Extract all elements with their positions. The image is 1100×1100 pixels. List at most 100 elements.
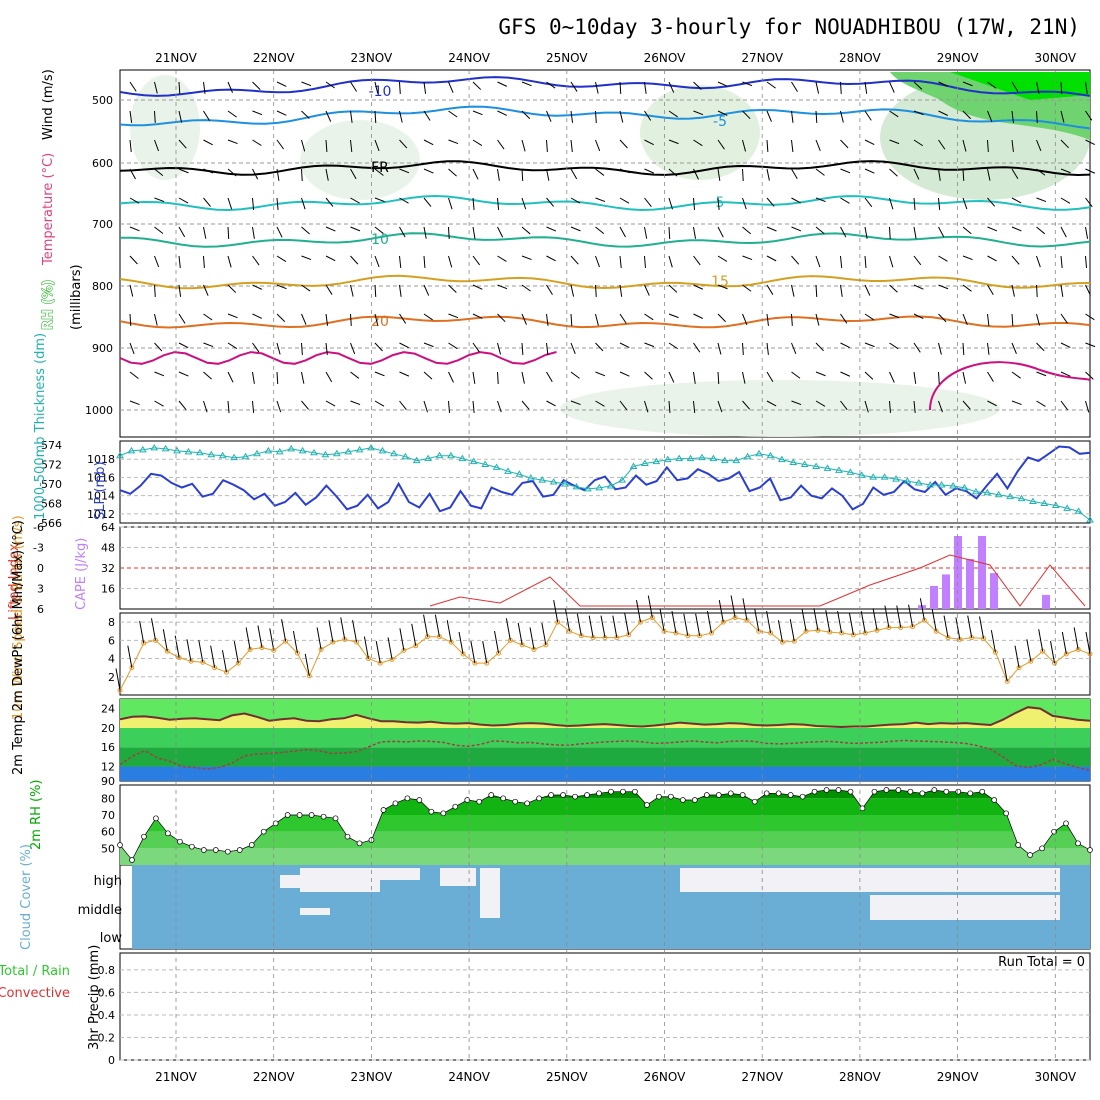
thickness-marker xyxy=(812,462,821,469)
wind-barb xyxy=(325,284,333,295)
wind-barb xyxy=(987,342,990,355)
wind-barb xyxy=(423,168,434,174)
wind-barb xyxy=(497,255,507,262)
wind-barb xyxy=(742,81,753,87)
ua-ylabel-mb: (millibars) xyxy=(69,264,84,330)
wind-barb xyxy=(668,371,675,383)
wind10m-barb xyxy=(115,668,121,691)
wind-barb xyxy=(815,139,821,152)
cloud-block xyxy=(380,868,420,880)
slp-ytick: 1016 xyxy=(87,471,115,484)
wind-barb xyxy=(1011,139,1014,152)
thickness-marker xyxy=(880,473,889,480)
wind-barb xyxy=(791,110,794,123)
wind10m-barb xyxy=(470,641,476,664)
thickness-marker xyxy=(504,467,512,474)
rh-point xyxy=(380,807,387,813)
li-ytick: 6 xyxy=(37,603,44,616)
thickness-marker xyxy=(150,443,159,451)
thickness-marker xyxy=(1074,507,1083,514)
thick-ylabel: 1000-500mb Thickness (dm) xyxy=(33,333,48,520)
wind-barb xyxy=(472,110,483,116)
contour-line xyxy=(119,76,1091,97)
wind-barb xyxy=(178,371,189,377)
wind-barb xyxy=(766,168,770,181)
wind-barb xyxy=(203,81,206,94)
wind-barb xyxy=(644,371,653,380)
wind-barb xyxy=(472,168,479,180)
thickness-marker xyxy=(184,447,193,455)
wind-barb xyxy=(987,139,989,152)
wind10m-barb xyxy=(221,650,227,673)
thickness-marker xyxy=(127,446,136,454)
wind-barb xyxy=(350,197,360,204)
wind-barb xyxy=(913,110,924,116)
wind-barb xyxy=(619,313,627,324)
wind-barb xyxy=(791,168,798,180)
rh-point xyxy=(572,793,578,800)
wind-barb xyxy=(1011,313,1014,326)
wind-barb xyxy=(374,313,379,326)
rh-ytick: 70 xyxy=(101,809,115,822)
contour-label: FR xyxy=(371,160,389,176)
wind-barb xyxy=(1085,400,1090,413)
wind-ylabel: 10m Wind Speed & Barbs (m/s) xyxy=(11,515,26,720)
wind-barb xyxy=(399,313,407,324)
wind-barb xyxy=(227,313,238,319)
wind10m-barb xyxy=(482,641,488,664)
wind10m-barb xyxy=(1038,629,1044,652)
wind-barb xyxy=(374,110,377,123)
thickness-marker xyxy=(777,455,786,463)
wind-barb xyxy=(791,226,802,232)
wind-barb xyxy=(154,342,163,352)
thickness-marker xyxy=(835,466,843,473)
wind-barb xyxy=(693,197,696,210)
wind-barb xyxy=(301,371,305,384)
wind-barb xyxy=(350,313,352,326)
rh-point xyxy=(560,792,566,798)
wind-barb xyxy=(987,226,998,232)
date-label-bottom: 30NOV xyxy=(1034,1070,1076,1084)
wind-barb xyxy=(962,197,968,210)
rh-point xyxy=(1003,810,1010,817)
wind-barb xyxy=(864,284,871,296)
wind-barb xyxy=(742,342,744,355)
wind10m-barb xyxy=(671,610,677,634)
thickness-marker xyxy=(321,450,330,458)
wind-barb xyxy=(987,371,994,382)
wind-barb xyxy=(178,197,189,204)
wind-barb xyxy=(693,313,703,319)
wind-barb xyxy=(742,139,747,152)
wind-barb xyxy=(129,371,139,379)
wind-barb xyxy=(521,371,525,384)
wind-barb xyxy=(668,342,679,350)
wind-barb xyxy=(546,197,554,207)
wind-barb xyxy=(570,255,579,265)
thickness-marker xyxy=(1017,494,1026,502)
wind10m-barb xyxy=(245,627,251,650)
thickness-marker xyxy=(447,451,455,459)
wind-barb xyxy=(717,197,720,210)
rh-point xyxy=(177,838,183,845)
wind10m-barb xyxy=(139,620,145,644)
wind-barb xyxy=(521,81,532,87)
thickness-marker xyxy=(287,444,296,452)
wind-barb xyxy=(252,371,255,384)
date-label-top: 25NOV xyxy=(546,51,588,65)
rh-point xyxy=(464,797,471,803)
panel-frame-wind xyxy=(119,612,1091,696)
wind-barb xyxy=(423,400,428,413)
wind-barb xyxy=(693,400,696,413)
wind-barb xyxy=(864,81,868,94)
wind-barb xyxy=(1060,371,1071,377)
wind-barb xyxy=(644,342,655,348)
wind-barb xyxy=(203,284,209,296)
wind-barb xyxy=(1011,168,1019,179)
rh-point xyxy=(596,790,602,797)
date-label-bottom: 29NOV xyxy=(937,1070,979,1084)
li-ylabel: Lifted Index xyxy=(7,543,22,620)
wind-barb xyxy=(129,168,136,180)
wind-barb xyxy=(521,139,526,152)
precip-ytick: 0.8 xyxy=(98,964,116,977)
wind10m-barb xyxy=(872,608,878,631)
